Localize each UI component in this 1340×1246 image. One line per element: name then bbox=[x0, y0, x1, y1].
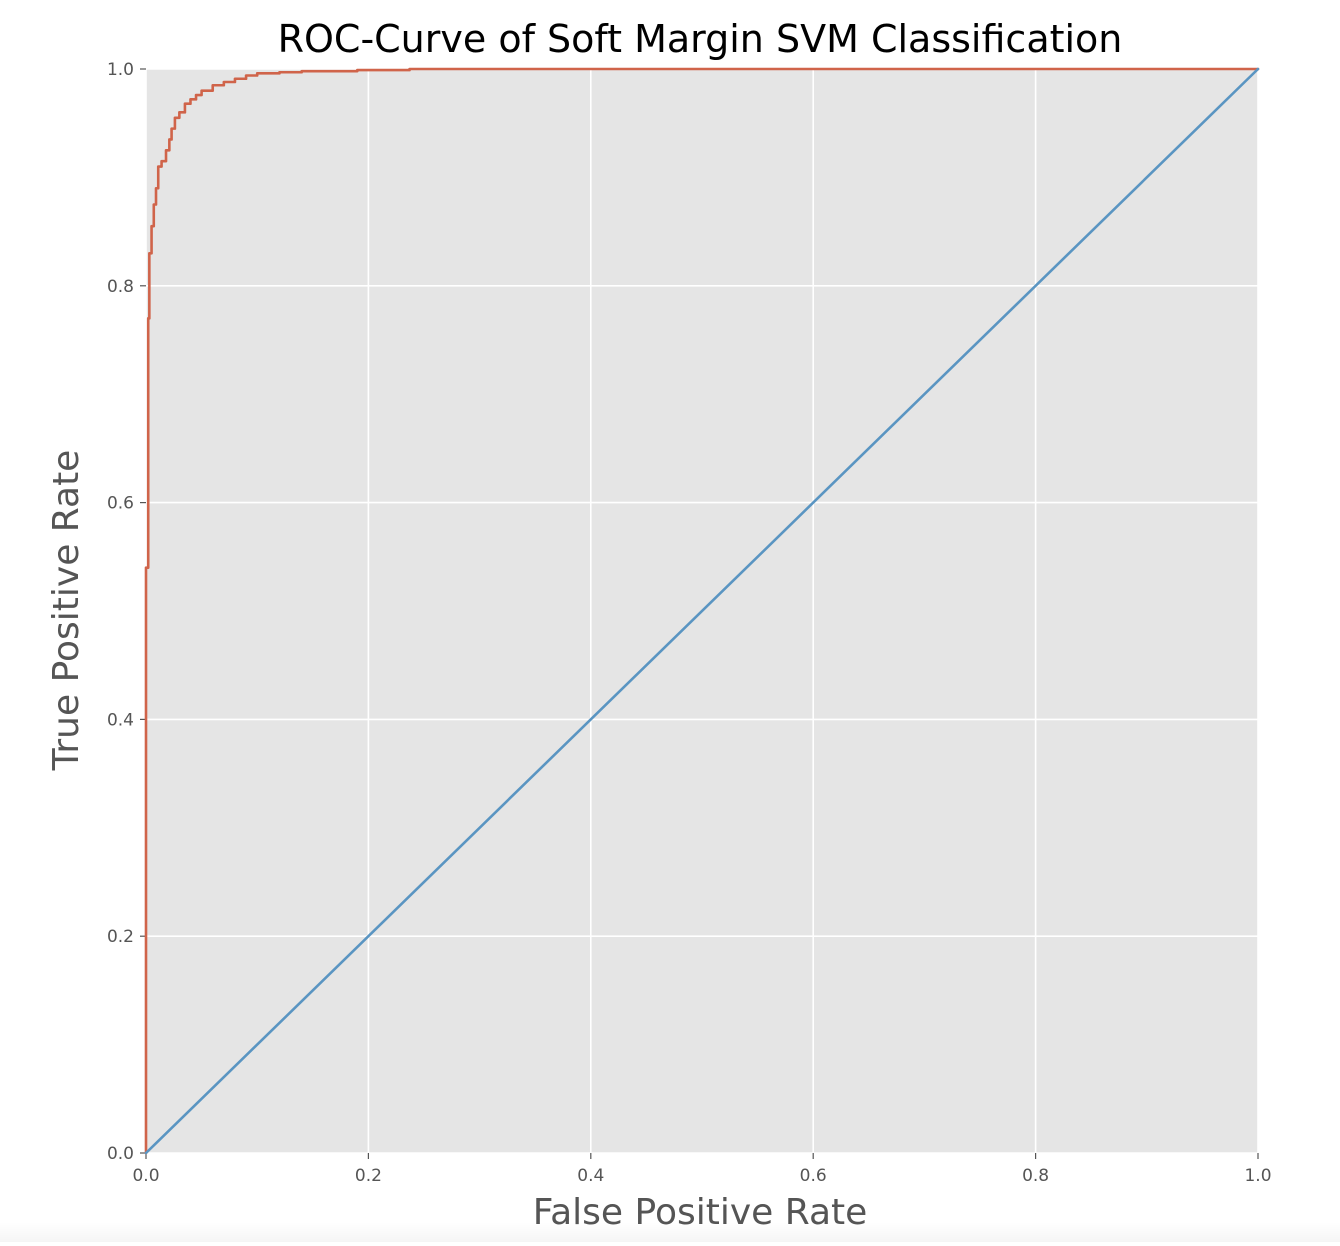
y-axis-label: True Positive Rate bbox=[46, 450, 87, 772]
diagonal-reference-line bbox=[144, 67, 1260, 1155]
y-tick-label: 0.2 bbox=[107, 927, 134, 947]
x-tick-label: 0.4 bbox=[577, 1166, 604, 1186]
x-tick-label: 0.0 bbox=[132, 1166, 159, 1186]
y-tick-label: 0.0 bbox=[107, 1144, 134, 1164]
plot-area: 0.0 0.2 0.4 0.6 0.8 1.0 0.0 0.2 0.4 0.6 0.8 1.0 bbox=[107, 60, 1272, 1186]
y-tick-label: 0.6 bbox=[107, 494, 134, 514]
roc-curve-line bbox=[144, 67, 1260, 1155]
x-tick-label: 0.8 bbox=[1022, 1166, 1049, 1186]
y-tick-label: 0.4 bbox=[107, 710, 134, 730]
bottom-shadow bbox=[0, 1222, 1340, 1242]
x-tick-label: 0.6 bbox=[800, 1166, 827, 1186]
chart-title: ROC-Curve of Soft Margin SVM Classificat… bbox=[278, 17, 1123, 61]
series-lines bbox=[144, 67, 1260, 1155]
ticks: 0.0 0.2 0.4 0.6 0.8 1.0 0.0 0.2 0.4 0.6 0.8 1.0 bbox=[107, 60, 1272, 1186]
y-tick-label: 1.0 bbox=[107, 60, 134, 80]
y-tick-label: 0.8 bbox=[107, 277, 134, 297]
x-tick-label: 0.2 bbox=[355, 1166, 382, 1186]
x-axis-label: False Positive Rate bbox=[533, 1192, 868, 1233]
gridlines bbox=[145, 68, 1259, 1154]
x-tick-label: 1.0 bbox=[1244, 1166, 1271, 1186]
